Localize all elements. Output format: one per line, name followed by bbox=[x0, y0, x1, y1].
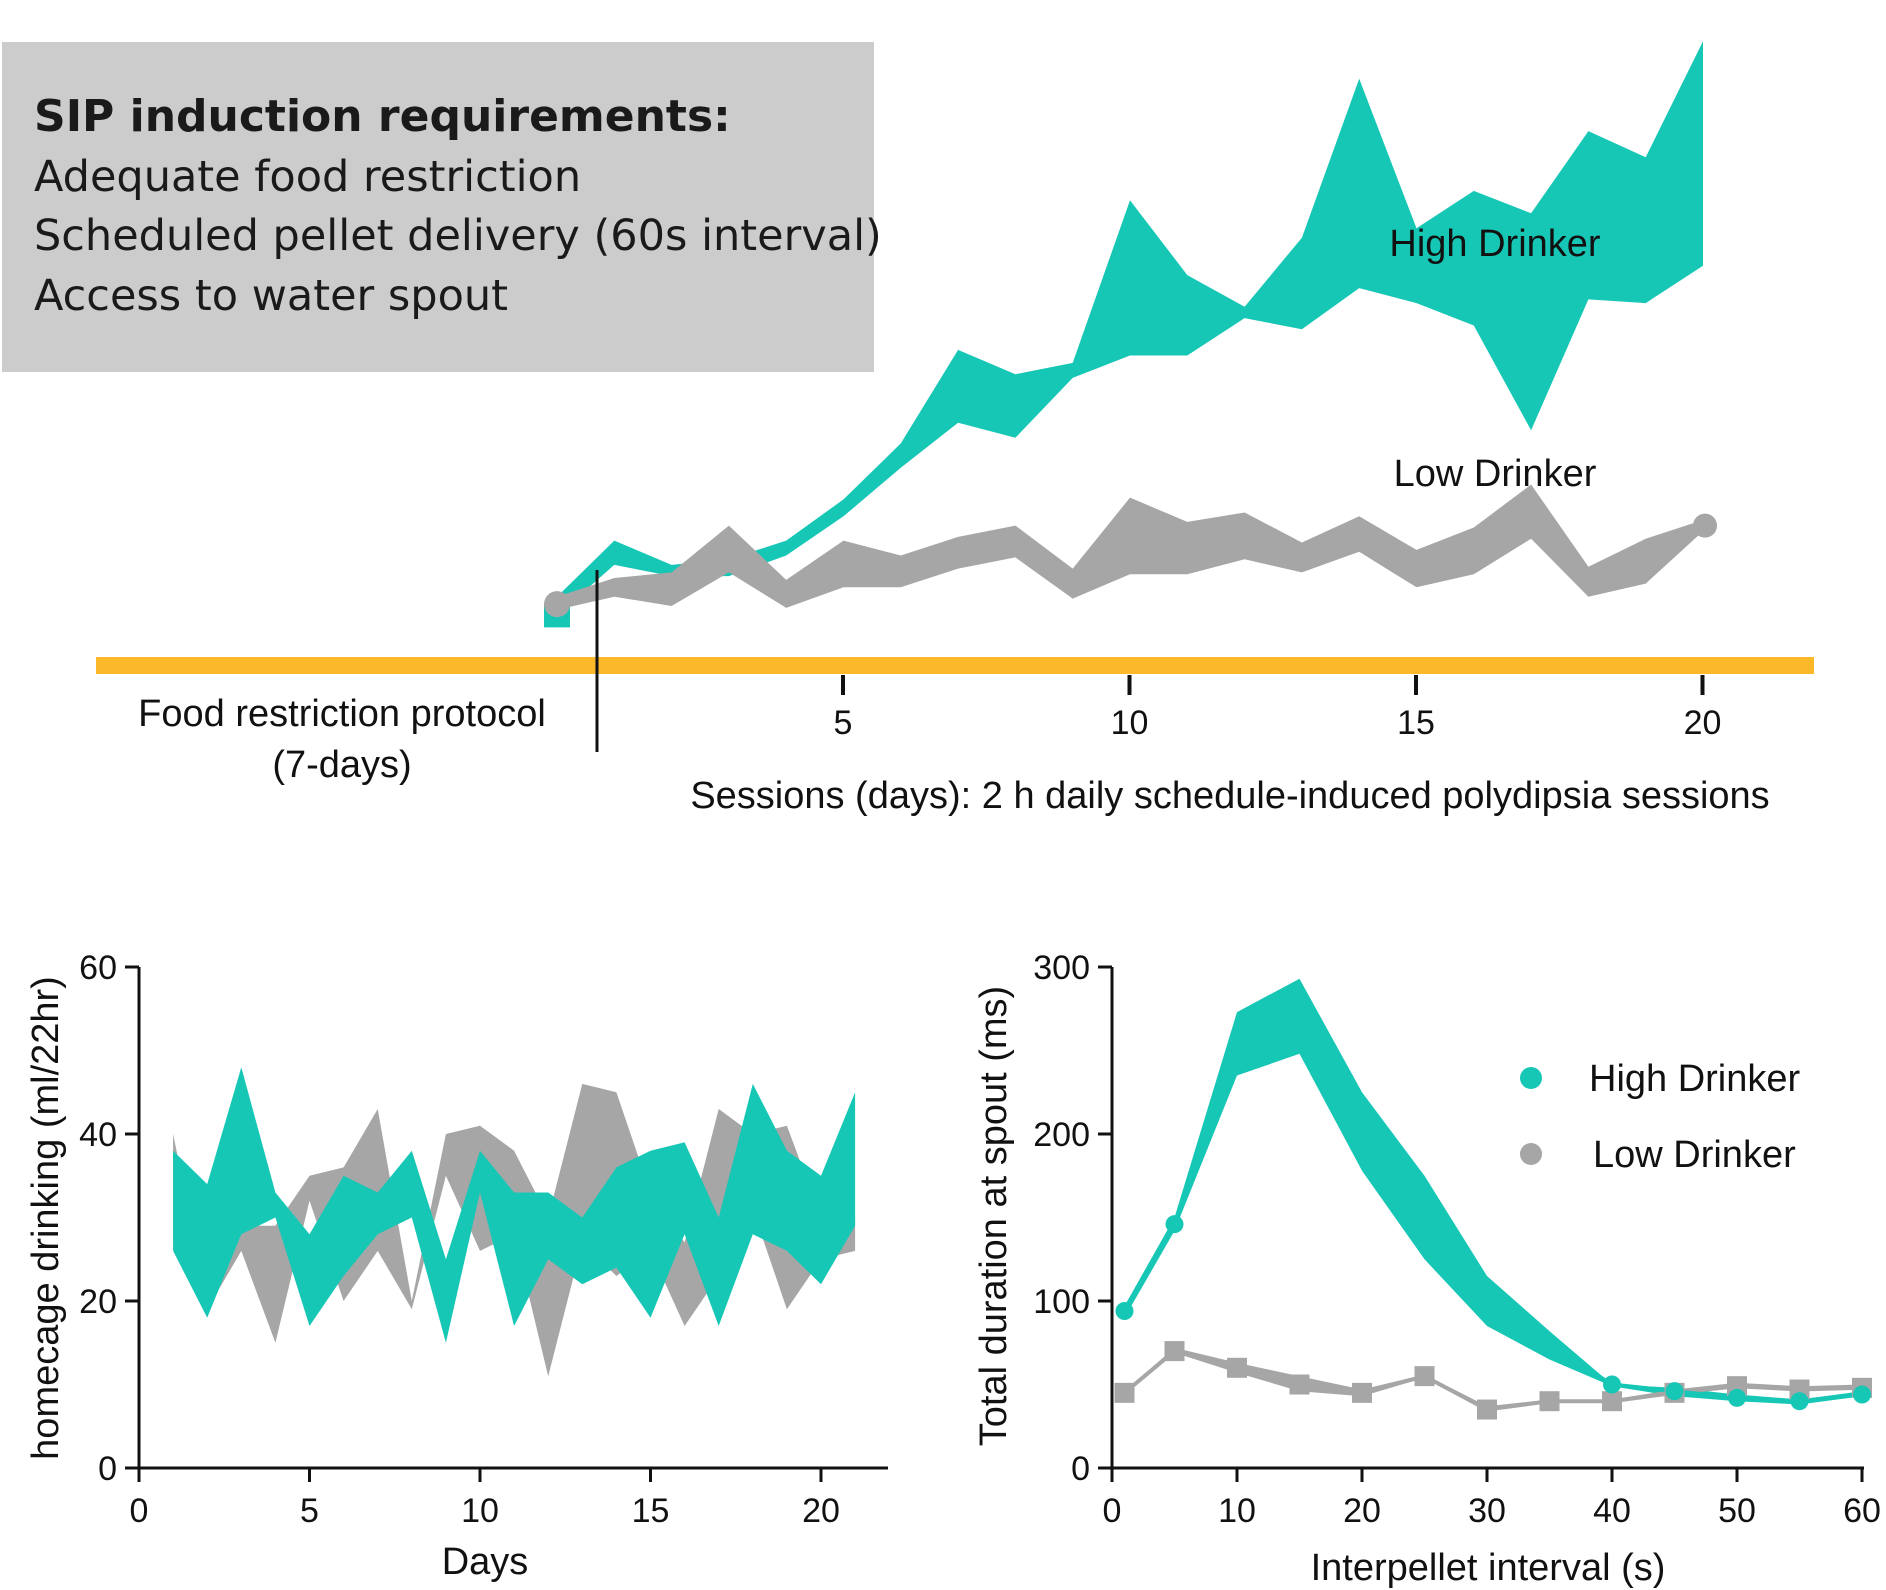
sessions-x-tick-label: 5 bbox=[834, 704, 853, 742]
legend-low-drinker-label: Low Drinker bbox=[1593, 1134, 1796, 1176]
low-drinker-session-marker bbox=[1693, 513, 1717, 538]
low-drinker-point bbox=[1602, 1391, 1622, 1412]
high-drinker-point bbox=[1728, 1388, 1746, 1407]
homecage-x-tick-label: 0 bbox=[130, 1492, 149, 1530]
low-drinker-annotation: Low Drinker bbox=[1394, 453, 1597, 495]
low-drinker-point bbox=[1114, 1382, 1135, 1403]
high-drinker-session-band bbox=[557, 41, 1703, 616]
spout-x-tick-label: 40 bbox=[1593, 1492, 1631, 1530]
high-drinker-point bbox=[1665, 1382, 1684, 1401]
high-drinker-spout-band bbox=[1124, 978, 1862, 1405]
low-drinker-session-band bbox=[557, 484, 1703, 610]
spout-duration-chart: 0 10 20 30 40 50 60 0 100 200 300 Interpellet inte… bbox=[973, 949, 1881, 1589]
spout-x-tick-label: 20 bbox=[1343, 1492, 1381, 1530]
spout-x-axis-label: Interpellet interval (s) bbox=[1311, 1547, 1666, 1589]
homecage-x-tick-label: 10 bbox=[461, 1492, 499, 1530]
legend-high-drinker-marker bbox=[1520, 1067, 1542, 1089]
homecage-y-tick-label: 20 bbox=[79, 1283, 117, 1321]
info-box: SIP induction requirements: Adequate foo… bbox=[2, 42, 882, 372]
high-drinker-point bbox=[1415, 1208, 1434, 1227]
sessions-x-tick-label: 10 bbox=[1111, 704, 1149, 742]
sessions-x-tick-label: 15 bbox=[1397, 704, 1435, 742]
homecage-x-tick-label: 15 bbox=[632, 1492, 670, 1530]
homecage-bands bbox=[173, 1067, 856, 1377]
homecage-y-tick-label: 40 bbox=[79, 1116, 117, 1154]
spout-y-tick-label: 200 bbox=[1033, 1116, 1090, 1154]
homecage-y-axis-label: homecage drinking (ml/22hr) bbox=[25, 976, 67, 1460]
info-box-line: Access to water spout bbox=[34, 271, 508, 321]
sessions-chart: 5 10 15 20 Food restriction protocol (7-day… bbox=[96, 41, 1814, 817]
high-drinker-point bbox=[1603, 1375, 1621, 1394]
high-drinker-point bbox=[1165, 1215, 1184, 1234]
spout-y-tick-label: 300 bbox=[1033, 949, 1090, 987]
homecage-y-tick-label: 60 bbox=[79, 949, 117, 987]
low-drinker-spout-band bbox=[1124, 1347, 1862, 1412]
sessions-x-axis-label: Sessions (days): 2 h daily schedule-indu… bbox=[690, 775, 1769, 817]
timeline-label: (7-days) bbox=[272, 744, 411, 786]
high-drinker-point bbox=[1353, 1123, 1371, 1142]
low-drinker-point bbox=[1477, 1399, 1497, 1420]
high-drinker-point bbox=[1478, 1292, 1496, 1310]
high-drinker-homecage-band bbox=[173, 1067, 856, 1343]
spout-y-axis-label: Total duration at spout (ms) bbox=[973, 986, 1015, 1446]
legend: High Drinker Low Drinker bbox=[1520, 1058, 1801, 1176]
spout-x-tick-label: 60 bbox=[1843, 1492, 1881, 1530]
low-drinker-point bbox=[1164, 1341, 1185, 1362]
high-drinker-point bbox=[1290, 1008, 1309, 1027]
food-restriction-timeline-bar bbox=[96, 657, 1814, 674]
low-drinker-point bbox=[1289, 1374, 1310, 1395]
high-drinker-point bbox=[1228, 1034, 1246, 1053]
high-drinker-point bbox=[1790, 1392, 1809, 1411]
info-box-line: Adequate food restriction bbox=[34, 152, 581, 202]
info-box-title: SIP induction requirements: bbox=[34, 91, 731, 142]
sessions-bands bbox=[544, 41, 1717, 628]
spout-y-tick-label: 100 bbox=[1033, 1283, 1090, 1321]
sessions-x-ticks: 5 10 15 20 bbox=[834, 675, 1722, 742]
low-drinker-point bbox=[1352, 1382, 1372, 1403]
spout-y-tick-label: 0 bbox=[1071, 1450, 1090, 1488]
timeline-label: Food restriction protocol bbox=[138, 693, 546, 735]
info-box-line: Scheduled pellet delivery (60s interval) bbox=[34, 211, 882, 261]
spout-x-tick-label: 0 bbox=[1103, 1492, 1122, 1530]
spout-x-tick-label: 50 bbox=[1718, 1492, 1756, 1530]
legend-low-drinker-marker bbox=[1520, 1143, 1542, 1165]
spout-x-tick-label: 10 bbox=[1218, 1492, 1256, 1530]
spout-x-tick-label: 30 bbox=[1468, 1492, 1506, 1530]
high-drinker-point bbox=[1540, 1337, 1559, 1356]
spout-ticks: 0 10 20 30 40 50 60 0 100 200 300 bbox=[1033, 949, 1881, 1530]
low-drinker-point bbox=[1414, 1366, 1435, 1387]
low-drinker-point bbox=[1227, 1357, 1247, 1378]
low-drinker-point bbox=[1539, 1391, 1560, 1412]
legend-high-drinker-label: High Drinker bbox=[1589, 1058, 1801, 1100]
homecage-x-tick-label: 5 bbox=[300, 1492, 319, 1530]
info-box-background bbox=[2, 42, 874, 372]
spout-duration-bands bbox=[1114, 978, 1872, 1420]
high-drinker-point bbox=[1115, 1302, 1134, 1321]
homecage-drinking-chart: 0 5 10 15 20 0 20 40 60 Days homecage drinking (… bbox=[25, 949, 888, 1583]
low-drinker-session-marker bbox=[544, 591, 570, 618]
homecage-x-tick-label: 20 bbox=[802, 1492, 840, 1530]
homecage-x-axis-label: Days bbox=[442, 1541, 529, 1583]
high-drinker-annotation: High Drinker bbox=[1389, 223, 1601, 265]
homecage-ticks: 0 5 10 15 20 0 20 40 60 bbox=[79, 949, 840, 1530]
high-drinker-point bbox=[1853, 1385, 1871, 1404]
sessions-x-tick-label: 20 bbox=[1684, 704, 1722, 742]
homecage-y-tick-label: 0 bbox=[98, 1450, 117, 1488]
